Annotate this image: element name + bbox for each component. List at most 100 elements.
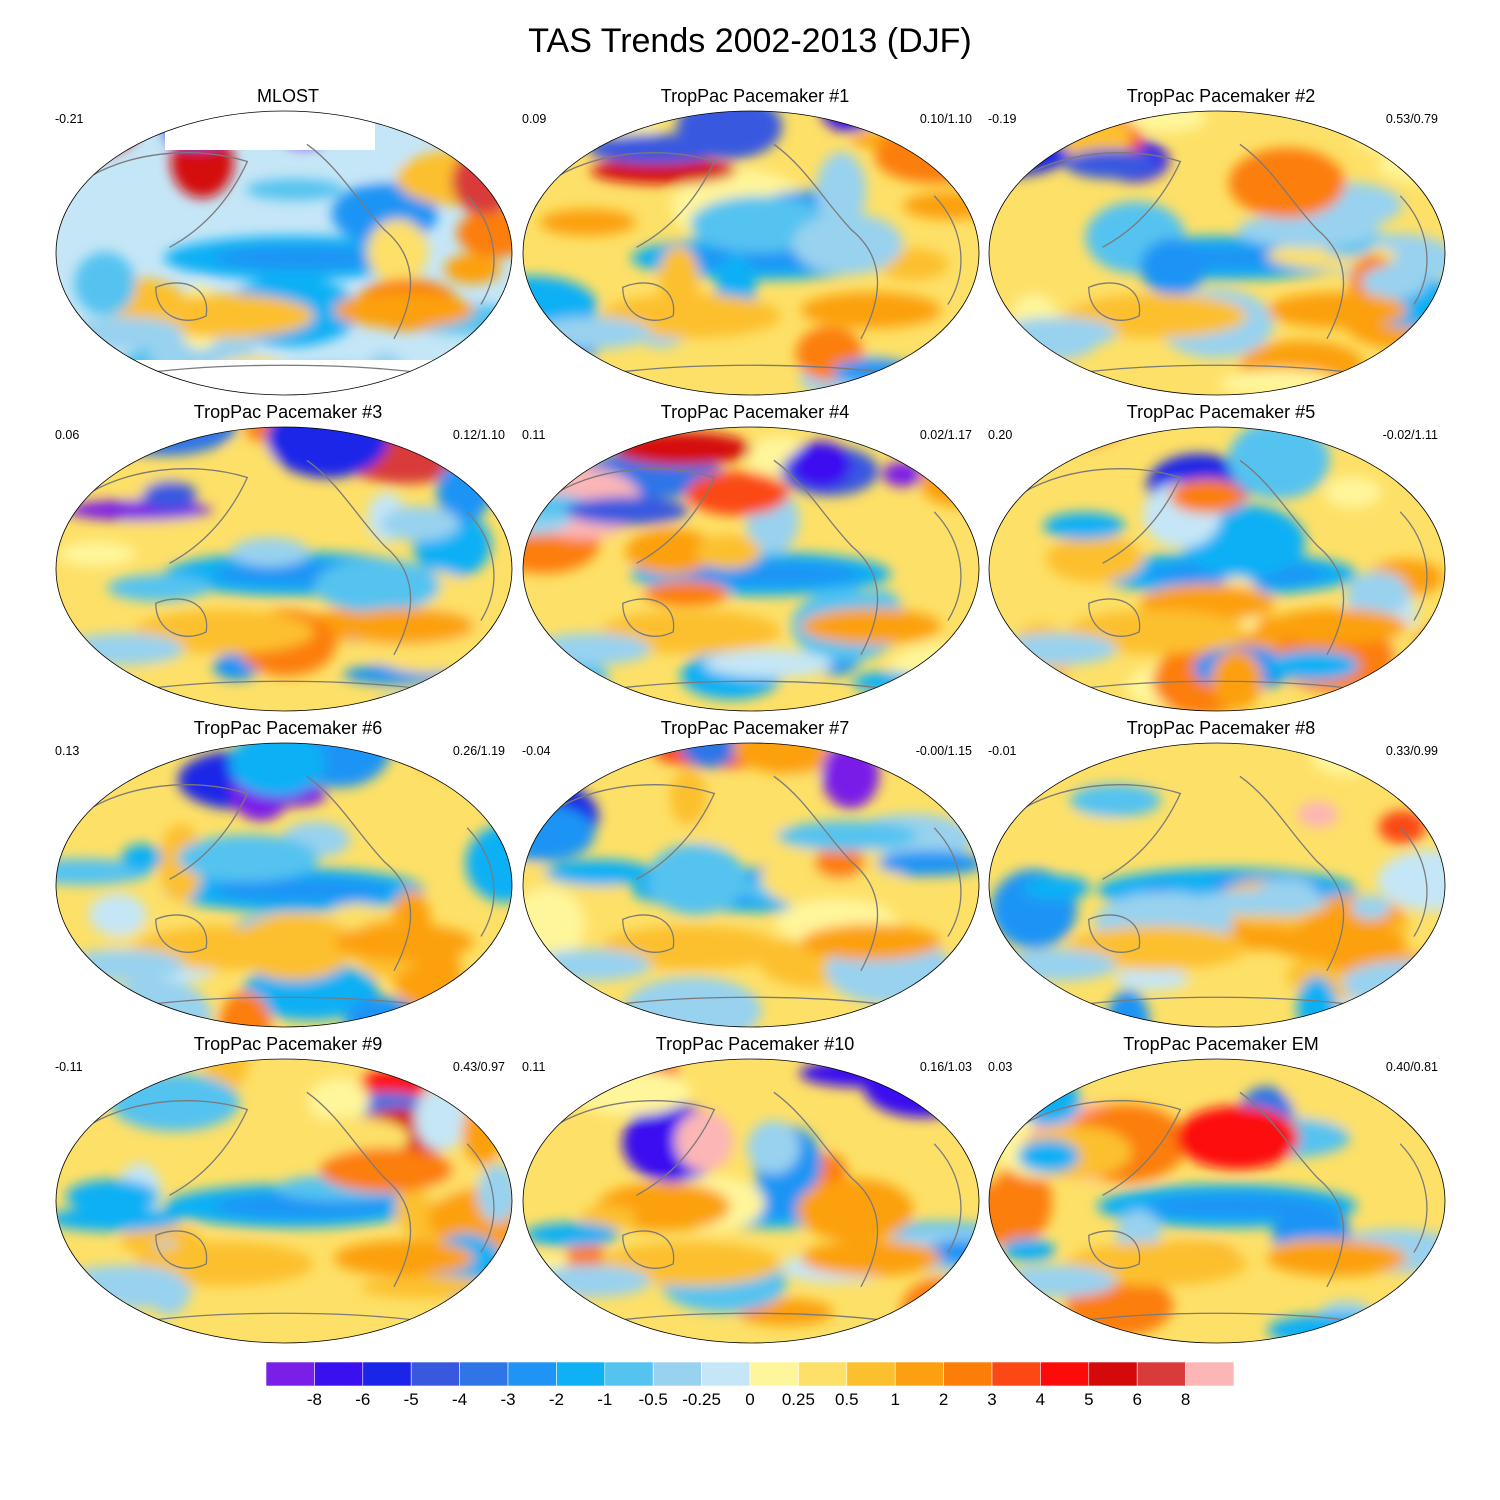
trend-region bbox=[465, 824, 512, 903]
panel-global-mean: 0.09 bbox=[522, 112, 547, 126]
trend-region bbox=[989, 743, 1046, 796]
trend-map bbox=[988, 742, 1446, 1028]
map-panel: TropPac Pacemaker #7 -0.04 -0.00/1.15 bbox=[522, 718, 988, 1028]
trend-region bbox=[644, 580, 730, 607]
colorbar-swatch bbox=[459, 1362, 509, 1386]
trend-region bbox=[456, 111, 512, 152]
panel-global-mean: 0.11 bbox=[522, 428, 546, 442]
trend-region bbox=[531, 1265, 651, 1298]
coastline bbox=[1056, 1312, 1378, 1325]
colorbar-swatch bbox=[749, 1362, 799, 1386]
trend-region bbox=[1114, 966, 1189, 991]
panel-global-mean: 0.06 bbox=[55, 428, 80, 442]
coastline bbox=[1056, 996, 1378, 1009]
trend-region bbox=[334, 1240, 474, 1277]
panel-pattern-stats: 0.16/1.03 bbox=[919, 1060, 972, 1074]
trend-region bbox=[679, 743, 740, 768]
map-border bbox=[522, 426, 980, 712]
trend-region bbox=[107, 574, 211, 602]
colorbar-tick-label: 3 bbox=[987, 1390, 997, 1409]
trend-map bbox=[988, 1058, 1446, 1344]
trend-region bbox=[477, 1164, 512, 1223]
panel-title: TropPac Pacemaker #2 bbox=[1126, 86, 1316, 106]
trend-region bbox=[882, 461, 923, 487]
trend-map bbox=[522, 742, 980, 1028]
colorbar-tick-label: 1 bbox=[890, 1390, 900, 1409]
map-border bbox=[55, 110, 513, 396]
panel-pattern-stats: 0.02/1.17 bbox=[919, 428, 972, 442]
colorbar-tick-label: -3 bbox=[500, 1390, 516, 1409]
colorbar-tick-label: 4 bbox=[1035, 1390, 1046, 1409]
trend-region bbox=[703, 649, 833, 678]
trend-region bbox=[1227, 427, 1330, 500]
colorbar-tick-label: -1 bbox=[597, 1390, 613, 1409]
coastline bbox=[1015, 1100, 1182, 1196]
trend-region bbox=[1179, 979, 1262, 1011]
trend-region bbox=[1175, 1105, 1300, 1170]
trend-region bbox=[1267, 1240, 1407, 1277]
trend-region bbox=[64, 1265, 184, 1298]
trend-region bbox=[523, 680, 617, 709]
colorbar-tick-label: 8 bbox=[1180, 1390, 1191, 1409]
panel-title: TropPac Pacemaker #10 bbox=[655, 1034, 855, 1054]
coastline bbox=[1399, 827, 1428, 937]
colorbar-swatch bbox=[266, 1362, 315, 1386]
coastline bbox=[466, 511, 495, 621]
panel-global-mean: -0.01 bbox=[988, 744, 1017, 758]
trend-region bbox=[1350, 894, 1391, 920]
trend-region bbox=[229, 743, 326, 797]
trend-region bbox=[231, 537, 309, 567]
trend-map bbox=[55, 426, 513, 712]
coastline bbox=[622, 914, 675, 953]
colorbar-tick-label: -5 bbox=[403, 1390, 419, 1409]
coastline bbox=[549, 1100, 716, 1196]
panel-title: TropPac Pacemaker #5 bbox=[1126, 402, 1316, 422]
trend-region bbox=[1361, 265, 1427, 300]
trend-region bbox=[64, 317, 184, 350]
trend-region bbox=[997, 949, 1117, 982]
coastline bbox=[1239, 459, 1345, 656]
trend-region bbox=[266, 427, 389, 479]
coastline bbox=[123, 996, 445, 1009]
trend-region bbox=[570, 1068, 692, 1116]
trend-region bbox=[314, 558, 441, 613]
coastline bbox=[82, 784, 249, 880]
colorbar bbox=[266, 1362, 1234, 1386]
trend-region bbox=[84, 1011, 176, 1027]
colorbar-tick-label: 0.25 bbox=[781, 1390, 815, 1409]
coastline bbox=[549, 468, 716, 564]
colorbar-swatch bbox=[604, 1362, 654, 1386]
trend-region bbox=[380, 506, 460, 542]
map-border bbox=[522, 1058, 980, 1344]
trend-region bbox=[790, 441, 852, 489]
trend-region bbox=[367, 219, 429, 284]
panel-pattern-stats: 0.26/1.19 bbox=[452, 744, 505, 758]
coastline bbox=[590, 1312, 912, 1325]
trend-region bbox=[245, 178, 344, 201]
trend-region bbox=[1043, 512, 1125, 540]
colorbar-swatch bbox=[846, 1362, 896, 1386]
trend-region bbox=[1415, 1059, 1445, 1087]
coastline bbox=[622, 1230, 675, 1269]
trend-region bbox=[1015, 815, 1140, 856]
panel-pattern-stats: 0.53/0.79 bbox=[1385, 112, 1438, 126]
trend-region bbox=[414, 1086, 467, 1151]
trend-region bbox=[214, 246, 394, 270]
trend-region bbox=[411, 743, 497, 777]
colorbar-swatch bbox=[652, 1362, 702, 1386]
trend-region bbox=[799, 1059, 919, 1088]
trend-region bbox=[682, 814, 794, 848]
trend-region bbox=[852, 671, 918, 694]
colorbar-swatch bbox=[556, 1362, 606, 1386]
trend-region bbox=[997, 317, 1117, 350]
coastline bbox=[1015, 784, 1182, 880]
trend-region bbox=[1001, 1238, 1056, 1262]
trend-region bbox=[566, 496, 689, 525]
coastline bbox=[1399, 195, 1428, 305]
trend-region bbox=[531, 317, 651, 350]
panel-pattern-stats: 0.40/0.81 bbox=[1385, 1060, 1438, 1074]
coastline bbox=[773, 459, 879, 656]
trend-region bbox=[1267, 608, 1407, 645]
map-border bbox=[988, 110, 1446, 396]
trend-region bbox=[1297, 801, 1339, 828]
